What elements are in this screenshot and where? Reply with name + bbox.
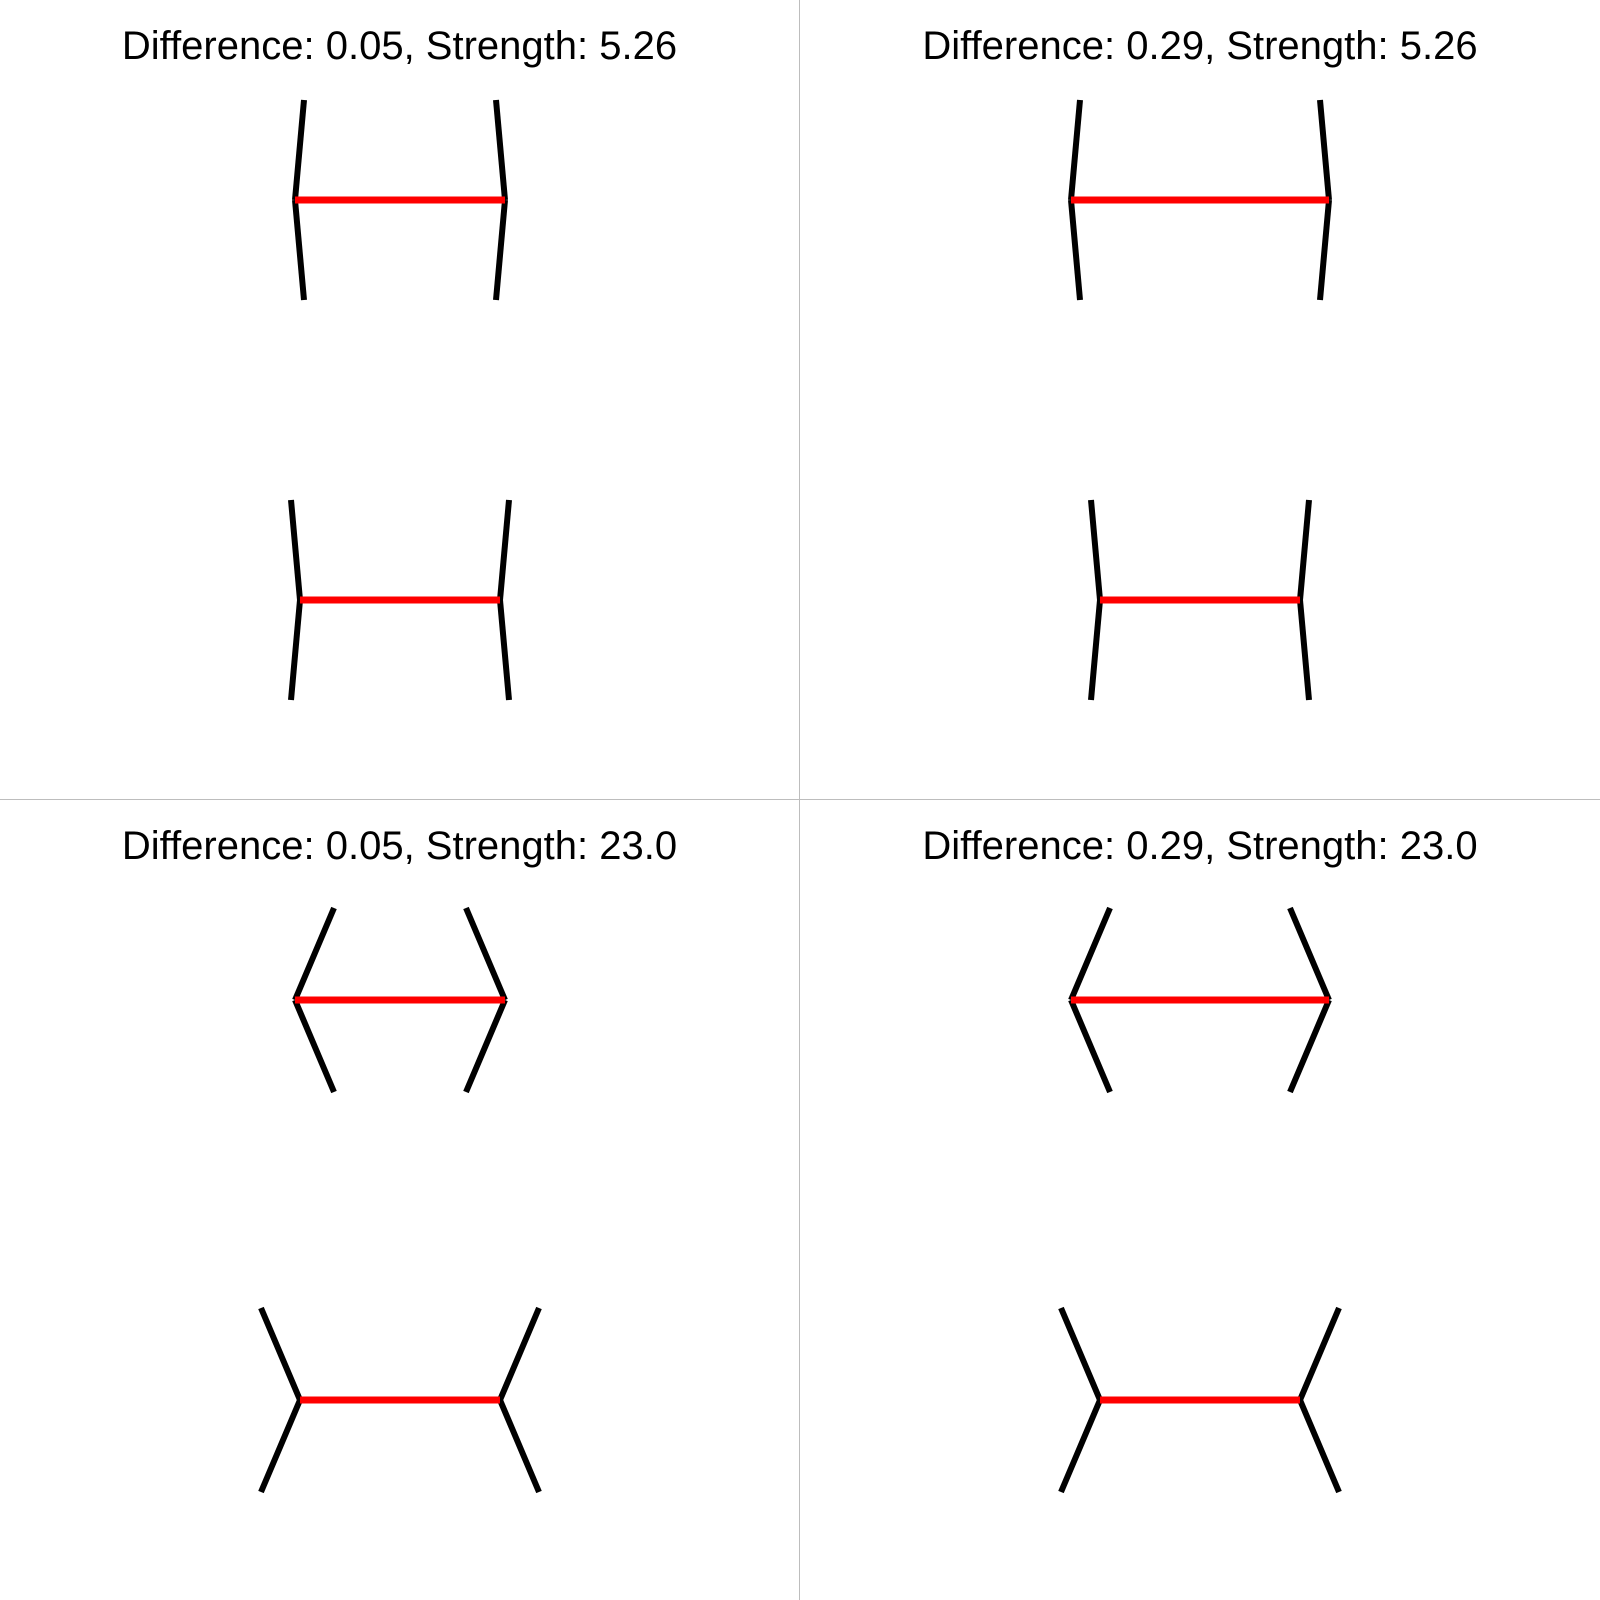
lower-figure — [1058, 1306, 1342, 1494]
lower-figure — [258, 1306, 542, 1494]
fin — [1088, 599, 1103, 701]
panel-title: Difference: 0.29, Strength: 23.0 — [922, 824, 1478, 868]
muller-lyer-figure — [1068, 99, 1332, 701]
fin — [1297, 1398, 1342, 1494]
fin — [1317, 199, 1332, 301]
fin — [258, 1398, 303, 1494]
fin — [1068, 99, 1083, 201]
lower-figure — [1088, 499, 1312, 701]
fin — [493, 99, 508, 201]
fin — [497, 1306, 542, 1402]
fin — [493, 199, 508, 301]
fin — [1068, 199, 1083, 301]
muller-lyer-figure — [288, 99, 512, 701]
upper-figure — [1068, 99, 1332, 301]
upper-figure — [292, 906, 508, 1094]
lower-figure — [288, 499, 512, 701]
fin — [1088, 499, 1103, 601]
fin — [1287, 906, 1332, 1002]
fin — [1058, 1398, 1103, 1494]
upper-figure — [1068, 906, 1332, 1094]
panel-bottom-left: Difference: 0.05, Strength: 23.0 — [0, 800, 800, 1600]
fin — [497, 599, 512, 701]
fin — [258, 1306, 303, 1402]
fin — [292, 906, 337, 1002]
fin — [1297, 599, 1312, 701]
fin — [1317, 99, 1332, 201]
muller-lyer-figure — [258, 906, 542, 1494]
fin — [1058, 1306, 1103, 1402]
fin — [463, 998, 508, 1094]
fin — [288, 499, 303, 601]
panel-bottom-right: Difference: 0.29, Strength: 23.0 — [800, 800, 1600, 1600]
fin — [292, 998, 337, 1094]
upper-figure — [292, 99, 508, 301]
fin — [497, 499, 512, 601]
panel-top-right: Difference: 0.29, Strength: 5.26 — [800, 0, 1600, 800]
fin — [1068, 906, 1113, 1002]
panel-title: Difference: 0.29, Strength: 5.26 — [922, 24, 1478, 68]
fin — [288, 599, 303, 701]
panel-top-left: Difference: 0.05, Strength: 5.26 — [0, 0, 800, 800]
fin — [1287, 998, 1332, 1094]
fin — [1297, 1306, 1342, 1402]
fin — [497, 1398, 542, 1494]
panel-title: Difference: 0.05, Strength: 5.26 — [121, 24, 678, 68]
fin — [1068, 998, 1113, 1094]
panel-title: Difference: 0.05, Strength: 23.0 — [121, 824, 678, 868]
fin — [292, 99, 307, 201]
fin — [463, 906, 508, 1002]
muller-lyer-figure — [1058, 906, 1342, 1494]
fin — [292, 199, 307, 301]
fin — [1297, 499, 1312, 601]
